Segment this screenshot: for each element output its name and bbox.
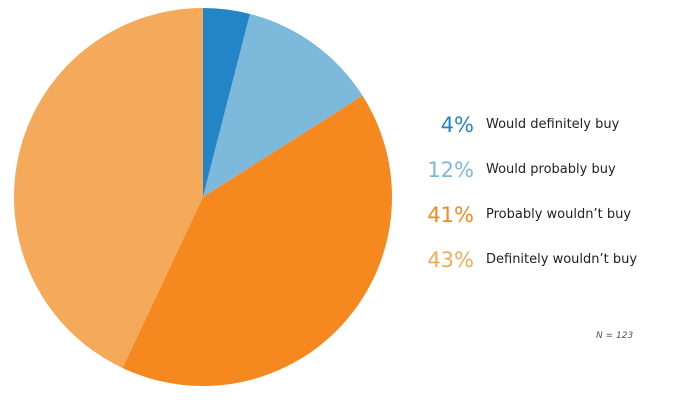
pie-slice — [203, 8, 251, 197]
legend-item: 4% Would definitely buy — [405, 110, 670, 155]
legend: 4% Would definitely buy 12% Would probab… — [405, 110, 670, 290]
legend-percent: 12% — [427, 158, 474, 182]
pie-slice — [203, 13, 363, 198]
legend-percent: 43% — [427, 248, 474, 272]
legend-label: Would probably buy — [486, 162, 616, 177]
legend-label: Would definitely buy — [486, 117, 620, 132]
pie-slice — [122, 95, 392, 386]
legend-label: Definitely wouldn’t buy — [486, 252, 638, 267]
legend-label: Probably wouldn’t buy — [486, 207, 632, 222]
legend-percent: 4% — [440, 113, 474, 137]
pie-slice — [13, 8, 204, 369]
legend-item: 43% Definitely wouldn’t buy — [405, 245, 670, 290]
legend-item: 41% Probably wouldn’t buy — [405, 200, 670, 245]
legend-item: 12% Would probably buy — [405, 155, 670, 200]
sample-size-note: N = 123 — [596, 331, 634, 341]
legend-percent: 41% — [427, 203, 474, 227]
